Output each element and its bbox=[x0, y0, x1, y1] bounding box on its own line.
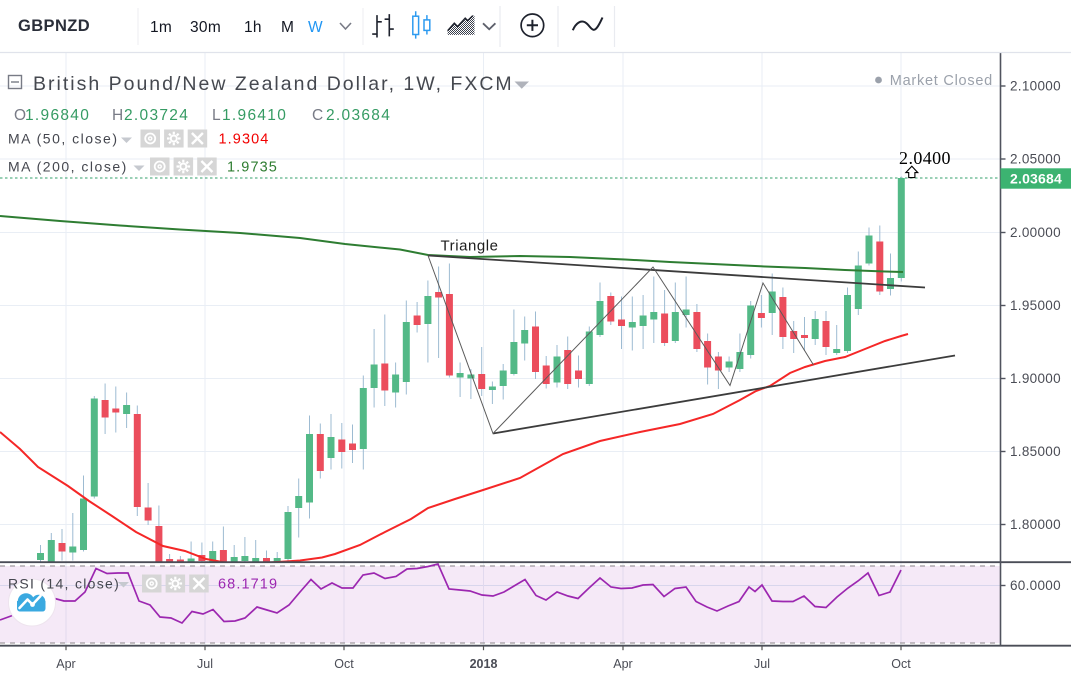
svg-text:30m: 30m bbox=[190, 19, 221, 36]
svg-text:Apr: Apr bbox=[56, 657, 75, 671]
svg-text:1.95000: 1.95000 bbox=[1010, 298, 1061, 313]
svg-text:Triangle: Triangle bbox=[441, 238, 499, 255]
svg-text:1.80000: 1.80000 bbox=[1010, 517, 1061, 532]
svg-text:O: O bbox=[14, 107, 26, 124]
svg-text:Apr: Apr bbox=[613, 657, 632, 671]
svg-text:1.9735: 1.9735 bbox=[227, 160, 278, 176]
svg-text:British Pound/New Zealand Doll: British Pound/New Zealand Dollar, 1W, FX… bbox=[33, 73, 514, 95]
svg-text:2.03724: 2.03724 bbox=[124, 107, 189, 124]
svg-text:M: M bbox=[281, 19, 294, 36]
svg-text:1m: 1m bbox=[150, 19, 172, 36]
svg-text:MA (50, close): MA (50, close) bbox=[8, 131, 118, 147]
svg-text:1.85000: 1.85000 bbox=[1010, 444, 1061, 459]
svg-text:68.1719: 68.1719 bbox=[218, 577, 278, 593]
svg-text:MA (200, close): MA (200, close) bbox=[8, 159, 128, 175]
svg-text:L: L bbox=[212, 107, 221, 124]
svg-text:C: C bbox=[312, 107, 323, 124]
svg-text:Oct: Oct bbox=[891, 657, 911, 671]
svg-text:Jul: Jul bbox=[754, 657, 770, 671]
svg-text:Market Closed: Market Closed bbox=[890, 73, 993, 89]
svg-text:1.90000: 1.90000 bbox=[1010, 371, 1061, 386]
svg-text:GBPNZD: GBPNZD bbox=[18, 17, 90, 35]
svg-text:2.0400: 2.0400 bbox=[899, 148, 951, 168]
svg-text:1h: 1h bbox=[244, 19, 262, 36]
svg-text:2.10000: 2.10000 bbox=[1010, 79, 1061, 94]
svg-text:1.96840: 1.96840 bbox=[25, 107, 90, 124]
svg-text:H: H bbox=[112, 107, 123, 124]
svg-text:Jul: Jul bbox=[197, 657, 213, 671]
svg-text:2.00000: 2.00000 bbox=[1010, 225, 1061, 240]
svg-text:RSI (14, close): RSI (14, close) bbox=[8, 576, 120, 592]
svg-text:2.03684: 2.03684 bbox=[326, 107, 391, 124]
svg-text:1.9304: 1.9304 bbox=[219, 132, 270, 148]
svg-text:2.05000: 2.05000 bbox=[1010, 152, 1061, 167]
svg-text:2.03684: 2.03684 bbox=[1010, 170, 1062, 186]
svg-text:W: W bbox=[308, 19, 323, 36]
svg-text:60.0000: 60.0000 bbox=[1010, 578, 1061, 593]
svg-text:Oct: Oct bbox=[334, 657, 354, 671]
svg-text:2018: 2018 bbox=[470, 657, 498, 671]
svg-text:1.96410: 1.96410 bbox=[222, 107, 287, 124]
